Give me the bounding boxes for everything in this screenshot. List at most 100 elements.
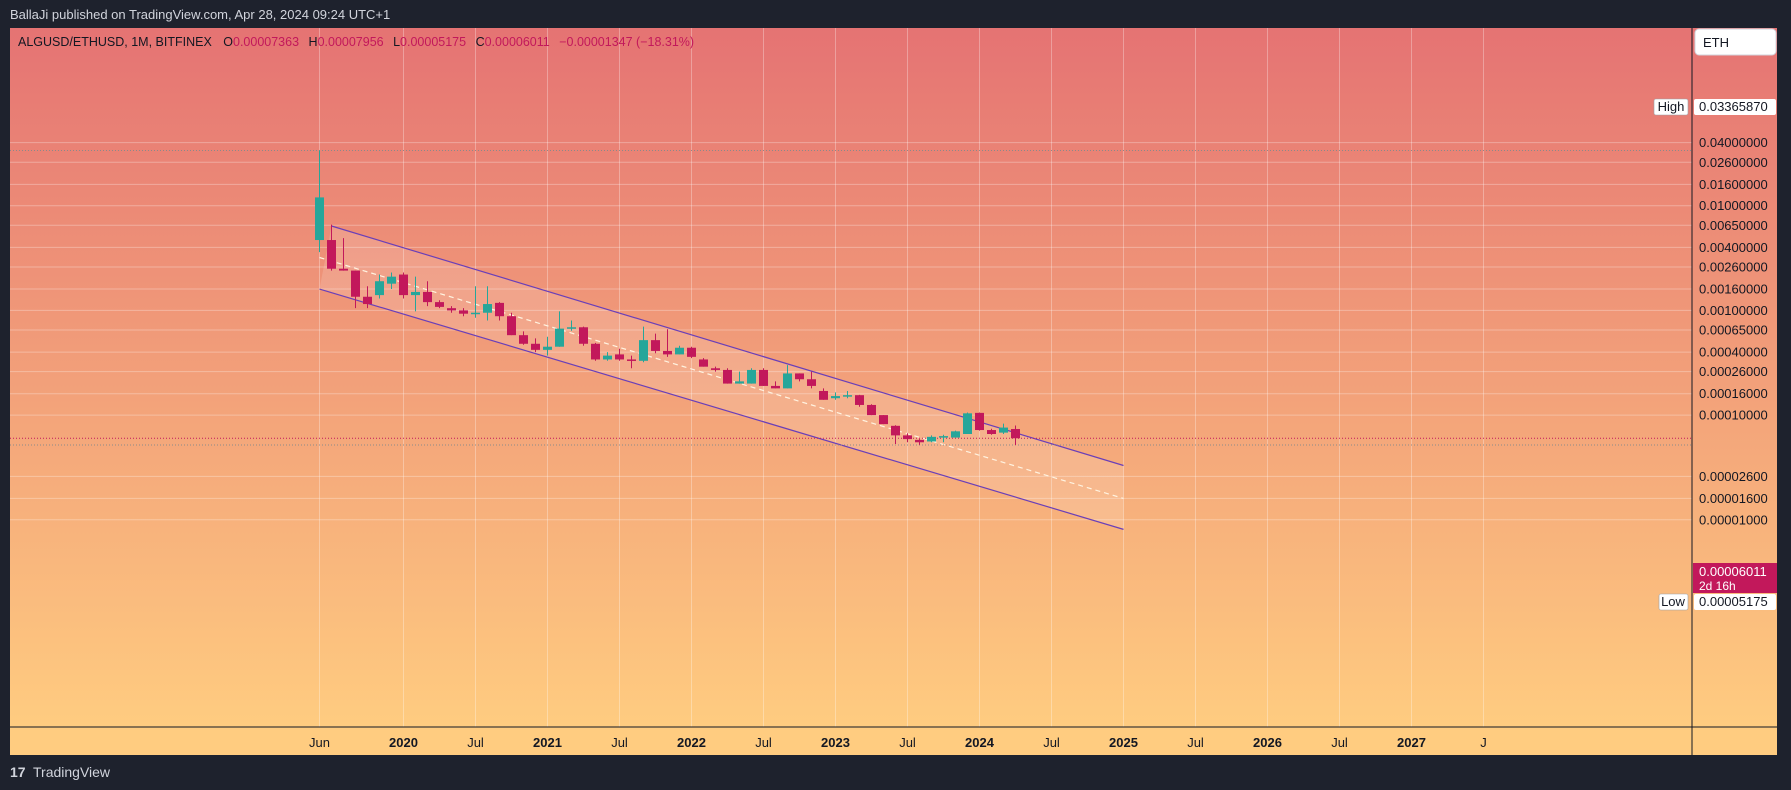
tradingview-logo-icon[interactable]: 17: [10, 764, 26, 780]
candle[interactable]: [447, 306, 456, 313]
high-value-box: [1694, 99, 1776, 115]
low-value-box: [1694, 594, 1776, 610]
candle[interactable]: [747, 368, 756, 384]
candle-body: [663, 350, 672, 355]
channel-upper-line[interactable]: [331, 225, 1124, 467]
candle[interactable]: [903, 433, 912, 443]
candle[interactable]: [855, 394, 864, 407]
candle[interactable]: [399, 272, 408, 299]
candle[interactable]: [915, 439, 924, 445]
candle-body: [435, 302, 444, 307]
high-value-legend: 0.00007956: [318, 35, 384, 49]
high-value: 0.03365870: [1699, 99, 1768, 114]
candle[interactable]: [891, 425, 900, 444]
candle[interactable]: [963, 412, 972, 434]
candle[interactable]: [459, 308, 468, 317]
candle[interactable]: [975, 412, 984, 431]
candle[interactable]: [639, 326, 648, 363]
candle[interactable]: [387, 272, 396, 290]
channel-lower-line[interactable]: [319, 288, 1124, 530]
candle[interactable]: [483, 286, 492, 321]
candle[interactable]: [555, 311, 564, 347]
candle[interactable]: [651, 333, 660, 354]
candle[interactable]: [927, 435, 936, 443]
candle[interactable]: [795, 373, 804, 382]
candle[interactable]: [759, 368, 768, 386]
candle[interactable]: [411, 276, 420, 312]
x-tick-label: 2022: [677, 735, 706, 750]
candle[interactable]: [879, 415, 888, 425]
candle[interactable]: [351, 270, 360, 309]
candle[interactable]: [471, 286, 480, 318]
x-tick-label: 2027: [1397, 735, 1426, 750]
candle[interactable]: [567, 320, 576, 331]
y-tick-label: 0.00100000: [1699, 303, 1768, 318]
tradingview-brand[interactable]: TradingView: [33, 764, 111, 780]
candle[interactable]: [867, 404, 876, 416]
candle[interactable]: [543, 336, 552, 356]
candle[interactable]: [327, 224, 336, 271]
candle-body: [591, 343, 600, 360]
y-tick-label: 0.00026000: [1699, 364, 1768, 379]
candle[interactable]: [831, 392, 840, 400]
candle[interactable]: [339, 238, 348, 271]
candle[interactable]: [843, 390, 852, 399]
candle[interactable]: [507, 312, 516, 336]
candles-group[interactable]: [315, 150, 1020, 446]
y-tick-label: 0.01600000: [1699, 177, 1768, 192]
channel-mid-line[interactable]: [319, 256, 1124, 500]
symbol-label[interactable]: ALGUSD/ETHUSD, 1M, BITFINEX: [18, 35, 212, 49]
candle-body: [411, 291, 420, 296]
candle[interactable]: [315, 150, 324, 253]
candle[interactable]: [771, 381, 780, 389]
x-tick-label: 2023: [821, 735, 850, 750]
candle[interactable]: [819, 388, 828, 400]
candle[interactable]: [519, 331, 528, 345]
currency-button[interactable]: ETH: [1694, 28, 1777, 56]
candle[interactable]: [687, 346, 696, 359]
candle-body: [495, 302, 504, 317]
x-tick-label: Jul: [1043, 735, 1060, 750]
candle[interactable]: [375, 274, 384, 299]
candle[interactable]: [951, 430, 960, 438]
candle[interactable]: [807, 371, 816, 389]
candle[interactable]: [939, 434, 948, 443]
candle[interactable]: [699, 358, 708, 367]
candle[interactable]: [495, 302, 504, 321]
candle[interactable]: [735, 371, 744, 384]
candle[interactable]: [675, 345, 684, 355]
candle[interactable]: [1011, 425, 1020, 446]
candle[interactable]: [987, 428, 996, 435]
price-axis[interactable]: 0.04000000 0.02600000 0.01600000 0.01000000…: [1699, 135, 1768, 527]
candle[interactable]: [627, 355, 636, 369]
time-axis[interactable]: Jun 2020 Jul 2021 Jul 2022 Jul 2023 Jul 2024 Jul 20…: [309, 735, 1487, 750]
y-tick-label: 0.00400000: [1699, 240, 1768, 255]
candle-body: [447, 308, 456, 311]
last-price-countdown: 2d 16h: [1699, 579, 1736, 593]
candle[interactable]: [603, 352, 612, 361]
candle[interactable]: [783, 365, 792, 389]
candle-body: [627, 359, 636, 361]
last-price-box: [1693, 563, 1777, 593]
candle[interactable]: [999, 423, 1008, 434]
chart-panel[interactable]: 0.04000000 0.02600000 0.01600000 0.01000000…: [10, 28, 1777, 755]
candle[interactable]: [363, 286, 372, 309]
candle[interactable]: [591, 342, 600, 361]
currency-button-box[interactable]: [1694, 28, 1777, 56]
x-tick-label: Jul: [1187, 735, 1204, 750]
candle[interactable]: [663, 329, 672, 357]
x-tick-label: Jul: [611, 735, 628, 750]
candle[interactable]: [423, 281, 432, 307]
candle[interactable]: [615, 348, 624, 361]
candle[interactable]: [579, 326, 588, 346]
price-chart[interactable]: 0.04000000 0.02600000 0.01600000 0.01000000…: [10, 28, 1777, 755]
candle[interactable]: [711, 366, 720, 372]
currency-button-label[interactable]: ETH: [1703, 35, 1729, 50]
candle[interactable]: [531, 338, 540, 353]
candle-body: [759, 369, 768, 386]
high-tag-label: High: [1658, 99, 1685, 114]
candle[interactable]: [435, 300, 444, 309]
last-price-value: 0.00006011: [1699, 564, 1767, 579]
candle[interactable]: [723, 368, 732, 384]
publish-header: BallaJi published on TradingView.com, Ap…: [10, 7, 391, 22]
